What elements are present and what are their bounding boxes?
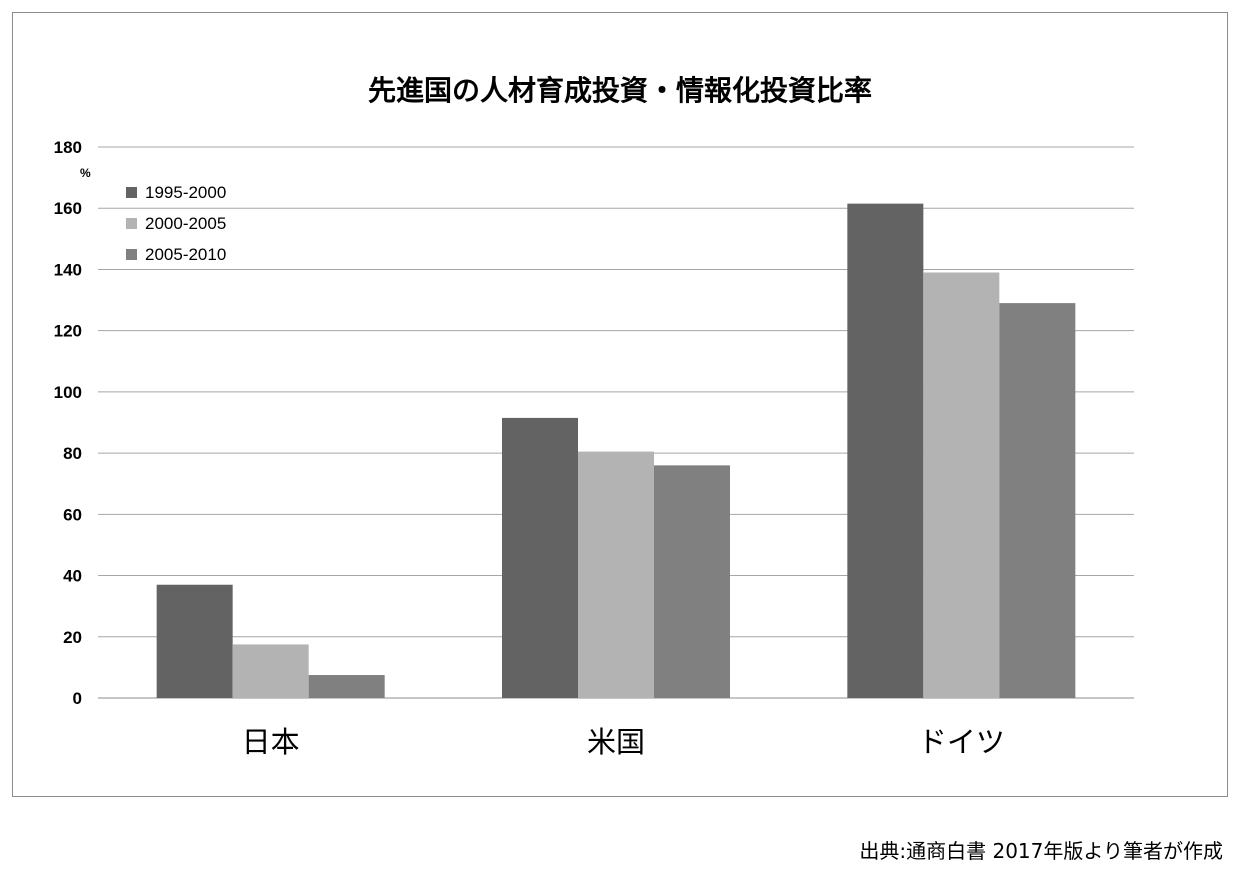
y-tick-label: 60 xyxy=(63,505,82,524)
legend-swatch xyxy=(126,218,137,229)
y-unit-label: % xyxy=(80,166,91,180)
bar-2000-2005-米国 xyxy=(578,451,654,698)
x-axis-ticks: 日本 米国 ドイツ xyxy=(242,725,1005,759)
y-tick-label: 40 xyxy=(63,567,82,586)
source-note: 出典:通商白書 2017年版より筆者が作成 xyxy=(859,839,1223,863)
y-tick-label: 80 xyxy=(63,444,82,463)
legend-label: 2005-2010 xyxy=(145,245,226,264)
legend-swatch xyxy=(126,249,137,260)
bar-2005-2010-ドイツ xyxy=(999,303,1076,698)
bars xyxy=(156,203,1076,698)
y-tick-label: 180 xyxy=(54,138,82,157)
bar-1995-2000-日本 xyxy=(156,584,233,698)
x-tick-label: 日本 xyxy=(242,725,300,759)
legend: 1995-2000 2000-2005 2005-2010 xyxy=(126,183,226,264)
bar-2005-2010-米国 xyxy=(654,465,730,698)
x-tick-label: ドイツ xyxy=(918,725,1005,759)
bar-1995-2000-ドイツ xyxy=(847,203,924,698)
y-tick-label: 140 xyxy=(54,260,82,279)
y-tick-label: 20 xyxy=(63,628,82,647)
y-tick-label: 0 xyxy=(73,689,82,708)
y-tick-label: 120 xyxy=(54,322,82,341)
bar-2005-2010-日本 xyxy=(308,675,385,698)
y-tick-label: 100 xyxy=(54,383,82,402)
y-axis-ticks: 0 20 40 60 80 100 120 140 160 180 xyxy=(54,138,82,708)
bar-2000-2005-ドイツ xyxy=(923,272,1000,698)
chart-title: 先進国の人材育成投資・情報化投資比率 xyxy=(368,74,872,107)
legend-label: 2000-2005 xyxy=(145,214,226,233)
bar-2000-2005-日本 xyxy=(232,644,309,698)
x-tick-label: 米国 xyxy=(587,725,645,759)
legend-label: 1995-2000 xyxy=(145,183,226,202)
y-tick-label: 160 xyxy=(54,199,82,218)
bar-1995-2000-米国 xyxy=(502,417,578,698)
legend-swatch xyxy=(126,187,137,198)
